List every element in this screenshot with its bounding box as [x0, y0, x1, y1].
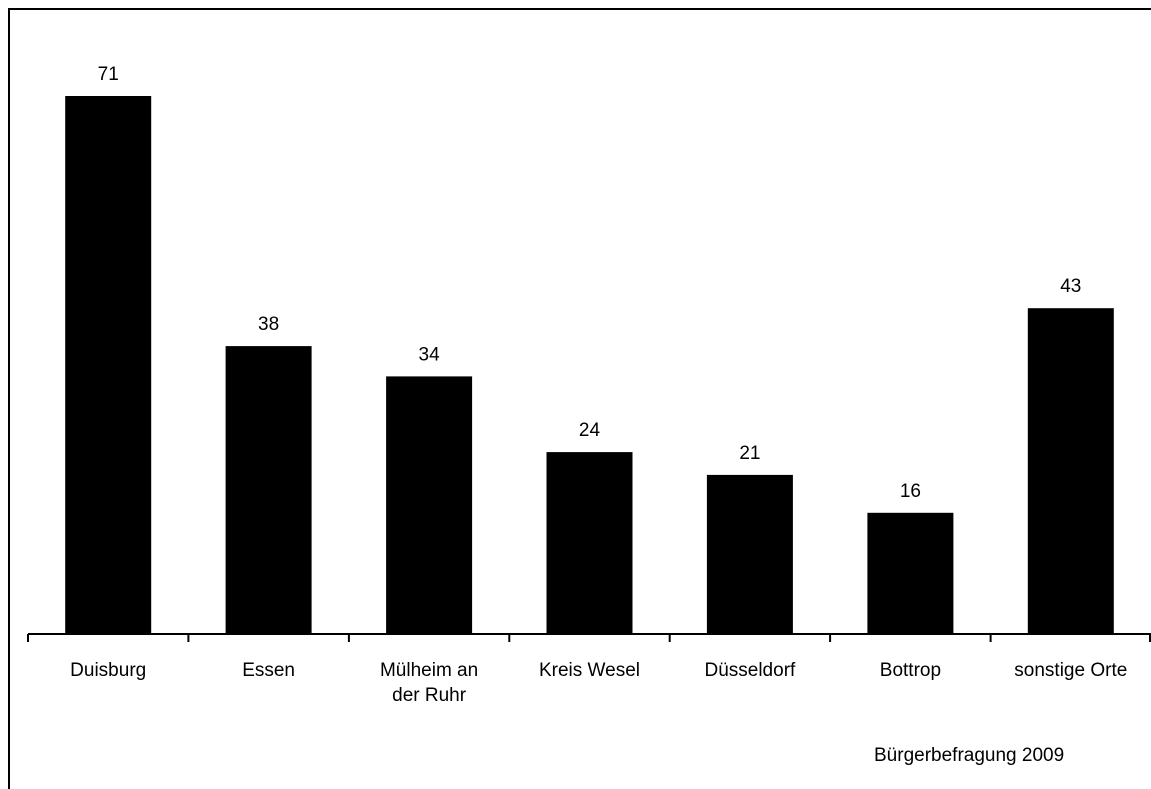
x-tick-label-1: Essen [242, 660, 295, 681]
data-label-2: 34 [419, 344, 441, 365]
bar-0 [65, 96, 152, 634]
bar-5 [867, 512, 954, 634]
x-tick-label-line: Bottrop [880, 660, 941, 681]
data-label-3: 24 [579, 420, 601, 441]
x-tick-label-2: Mülheim an der Ruhr [380, 660, 478, 706]
data-label-1: 38 [258, 314, 279, 335]
x-tick-label-0: Duisburg [70, 660, 146, 681]
x-tick-label-6: sonstige Orte [1014, 660, 1127, 681]
x-tick-label-line: Düsseldorf [704, 660, 796, 681]
bar-2 [386, 376, 473, 634]
chart-frame [8, 8, 1151, 789]
data-label-4: 21 [739, 443, 760, 464]
bar-6 [1027, 308, 1114, 634]
data-label-6: 43 [1060, 276, 1081, 297]
source-note: Bürgerbefragung 2009 [874, 745, 1065, 766]
x-tick-label-3: Kreis Wesel [539, 660, 640, 681]
data-label-5: 16 [900, 481, 921, 502]
x-tick-label-4: Düsseldorf [704, 660, 796, 681]
bar-1 [225, 346, 312, 634]
x-tick-label-5: Bottrop [880, 660, 941, 681]
x-tick-label-line: Kreis Wesel [539, 660, 640, 681]
x-tick-label-line: der Ruhr [392, 685, 467, 706]
x-tick-label-line: sonstige Orte [1014, 660, 1127, 681]
x-tick-label-line: Mülheim an [380, 660, 478, 681]
x-tick-label-line: Essen [242, 660, 295, 681]
bar-3 [546, 452, 633, 634]
data-label-0: 71 [98, 64, 119, 85]
bar-4 [706, 474, 793, 634]
x-tick-label-line: Duisburg [70, 660, 146, 681]
